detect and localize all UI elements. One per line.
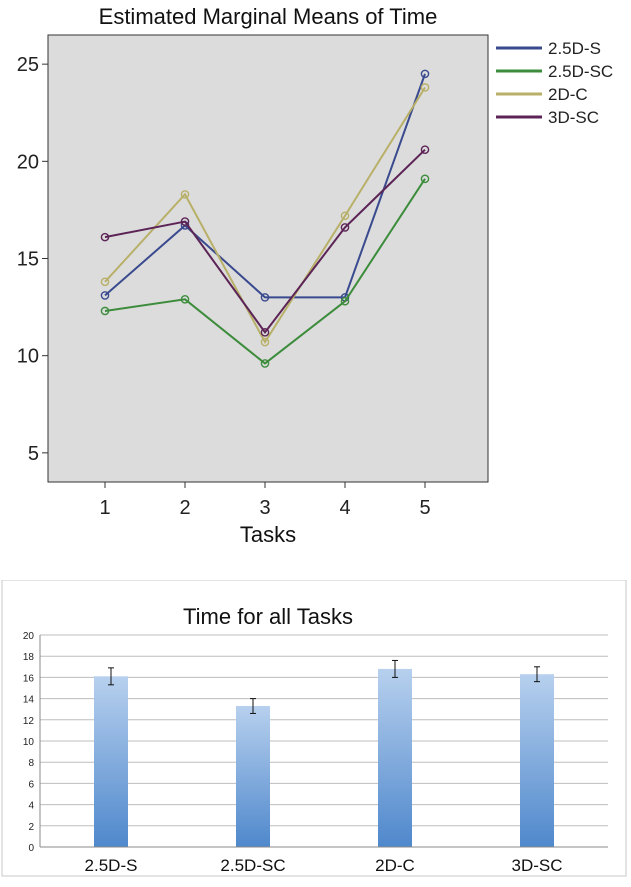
- series-line-2.5D-SC: [104, 178, 426, 365]
- data-point-2D-C-1: [100, 277, 110, 287]
- data-point-3D-SC-2: [180, 217, 190, 226]
- y-tick-label-9: 18: [23, 652, 35, 663]
- bar-3D-SC: [520, 674, 554, 847]
- x-tick-label-1: 2.5D-SC: [220, 856, 285, 875]
- y-tick-label-1: 2: [28, 822, 34, 833]
- y-tick-label-4: 25: [17, 54, 39, 76]
- x-tick-label-1: 2: [179, 497, 190, 519]
- y-axis: 5 10 15 20 25: [17, 54, 48, 465]
- y-tick-label-4: 8: [28, 758, 34, 769]
- y-tick-label-6: 12: [23, 716, 35, 727]
- x-axis-title: Tasks: [240, 522, 296, 547]
- x-tick-label-2: 2D-C: [375, 856, 415, 875]
- y-tick-label-8: 16: [23, 673, 35, 684]
- axes: 2.5D-S 2.5D-SC 2D-C 3D-SC: [39, 635, 608, 875]
- series-line-3D-SC: [104, 148, 426, 335]
- legend-label-2.5D-S: 2.5D-S: [548, 39, 601, 58]
- data-point-2.5D-SC-3: [260, 359, 270, 368]
- bar-2.5D-S: [94, 676, 128, 847]
- x-tick-label-0: 2.5D-S: [85, 856, 138, 875]
- data-point-3D-SC-1: [100, 232, 110, 242]
- y-tick-label-0: 0: [28, 843, 34, 854]
- series-lines: [100, 69, 430, 368]
- data-point-2D-C-4: [340, 211, 350, 221]
- data-point-2.5D-SC-2: [180, 295, 190, 304]
- data-point-2D-C-3: [260, 337, 270, 347]
- x-tick-label-0: 1: [99, 497, 110, 519]
- x-tick-label-3: 4: [339, 497, 350, 519]
- data-point-2.5D-SC-5: [420, 174, 430, 184]
- data-point-3D-SC-4: [340, 223, 350, 232]
- y-tick-label-3: 6: [28, 779, 34, 790]
- data-point-2.5D-S-3: [260, 293, 270, 302]
- bars: [94, 659, 554, 847]
- data-point-2.5D-SC-4: [340, 296, 350, 306]
- x-tick-label-3: 3D-SC: [511, 856, 562, 875]
- y-tick-label-2: 15: [17, 249, 39, 271]
- y-tick-label-3: 20: [17, 151, 39, 173]
- legend-label-2.5D-SC: 2.5D-SC: [548, 62, 613, 81]
- x-tick-label-2: 3: [259, 497, 270, 519]
- y-tick-label-0: 5: [28, 443, 39, 465]
- legend-label-2D-C: 2D-C: [548, 85, 588, 104]
- series-line-2D-C: [104, 86, 426, 345]
- data-point-2D-C-2: [180, 190, 190, 199]
- y-tick-label-5: 10: [23, 737, 35, 748]
- data-point-3D-SC-5: [420, 145, 430, 154]
- data-point-2.5D-S-1: [100, 291, 110, 300]
- data-point-2.5D-SC-1: [100, 306, 110, 316]
- bar-chart: Time for all Tasks 0 2 4 6 8 10 12 14 16 18 20 2.5…: [1, 580, 627, 877]
- bar-2D-C: [378, 668, 412, 847]
- y-tick-label-10: 20: [23, 631, 35, 642]
- x-tick-label-4: 5: [419, 497, 430, 519]
- y-tick-label-2: 4: [28, 801, 34, 812]
- legend: 2.5D-S 2.5D-SC 2D-C 3D-SC: [496, 39, 613, 127]
- data-point-3D-SC-3: [260, 328, 270, 337]
- series-line-2.5D-S: [104, 73, 426, 299]
- y-tick-label-7: 14: [23, 695, 35, 706]
- x-axis: 1 2 3 4 5: [99, 482, 431, 519]
- line-chart-title: Estimated Marginal Means of Time: [99, 4, 438, 29]
- bar-chart-title: Time for all Tasks: [183, 604, 353, 629]
- y-tick-label-1: 10: [17, 346, 39, 368]
- data-point-2.5D-S-5: [420, 69, 430, 79]
- legend-label-3D-SC: 3D-SC: [548, 108, 599, 127]
- bar-2.5D-SC: [236, 706, 270, 847]
- plot-area: [47, 34, 489, 483]
- line-chart: Estimated Marginal Means of Time 5101520…: [17, 4, 613, 547]
- data-point-2D-C-5: [420, 83, 430, 92]
